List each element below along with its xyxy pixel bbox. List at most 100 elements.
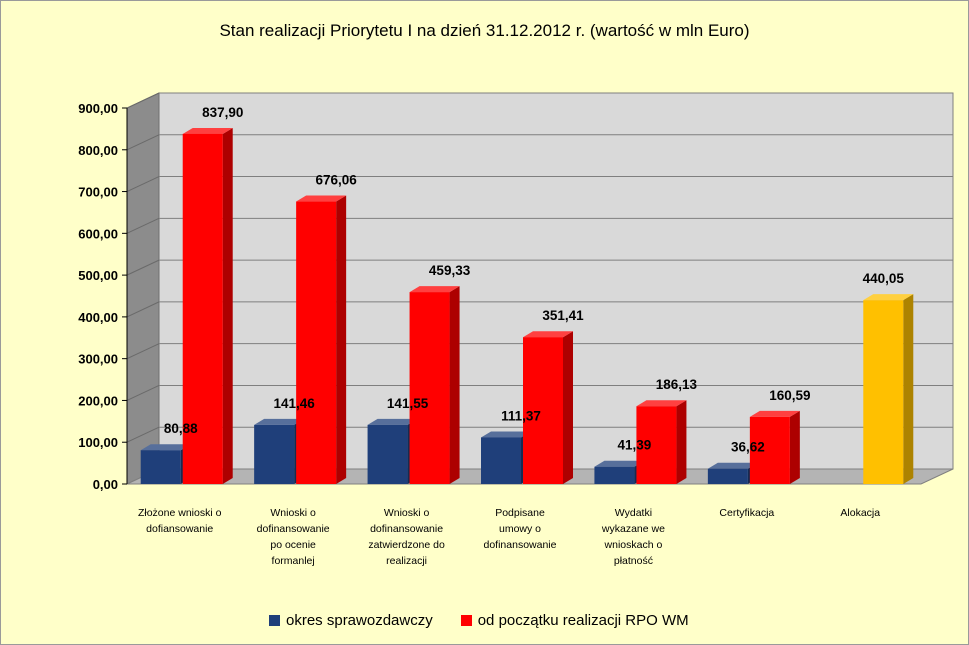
gridline-side — [126, 217, 160, 234]
y-tick-label: 400,00 — [78, 310, 118, 325]
x-category-label: Złożone wnioski o dofiansowanie — [138, 507, 222, 535]
bar-s0-c2-label: 141,55 — [387, 396, 429, 411]
x-category-label: Alokacja — [840, 507, 880, 519]
x-category-line: dofinansowanie — [257, 523, 330, 535]
x-category-line: wnioskach o — [604, 539, 663, 551]
bar-s0-c5-label: 36,62 — [731, 440, 765, 455]
y-tick-label: 300,00 — [78, 352, 118, 367]
y-tick-label: 600,00 — [78, 226, 118, 241]
x-category-line: Certyfikacja — [719, 507, 774, 519]
bar-s0-c0-top — [140, 444, 191, 451]
bar-s1-c2-label: 459,33 — [429, 263, 471, 278]
legend-swatch-cumulative — [460, 614, 472, 626]
bar-s0-c3 — [481, 437, 521, 484]
x-category-line: Złożone wnioski o — [138, 507, 222, 519]
bar-extra-0 — [863, 300, 904, 484]
bar-s0-c1-top — [254, 418, 305, 425]
y-tick-label: 500,00 — [78, 268, 118, 283]
bar-s1-c0-label: 837,90 — [202, 105, 243, 120]
gridline-side — [126, 92, 160, 109]
y-tick-label: 200,00 — [78, 393, 118, 408]
bar-s1-c0-side — [222, 127, 233, 484]
bar-s1-c1-side — [336, 195, 347, 484]
bar-s0-c4-top — [594, 460, 645, 467]
chart-legend: okres sprawozdawczy od początku realizac… — [269, 609, 689, 631]
x-category-line: dofinansowanie — [370, 523, 443, 535]
legend-label-period: okres sprawozdawczy — [286, 611, 433, 629]
bar-s1-c0 — [182, 133, 223, 484]
x-category-line: Wnioski o — [384, 507, 430, 519]
legend-item-cumulative: od początku realizacji RPO WM — [460, 611, 689, 629]
bar-extra-0-label: 440,05 — [863, 271, 905, 286]
bar-s0-c4-label: 41,39 — [618, 438, 652, 453]
bar-s1-c4 — [636, 406, 677, 484]
legend-swatch-period — [269, 614, 280, 626]
bar-s1-c5-label: 160,59 — [769, 388, 810, 403]
x-category-label: Wydatki wykazane we wnioskach o płatność — [601, 507, 665, 567]
x-category-line: po ocenie — [270, 539, 316, 551]
x-category-line: Alokacja — [840, 507, 880, 519]
bar-s1-c3-label: 351,41 — [542, 308, 584, 323]
x-category-label: Certyfikacja — [719, 507, 774, 519]
chart-title: Stan realizacji Priorytetu I na dzień 31… — [219, 21, 750, 40]
legend-label-cumulative: od początku realizacji RPO WM — [477, 611, 689, 629]
bar-s1-c5-side — [789, 410, 800, 484]
bar-s0-c5-top — [707, 462, 758, 469]
x-category-line: Wydatki — [615, 507, 652, 519]
bar-s1-c3-side — [563, 331, 573, 484]
x-category-line: Podpisane — [495, 507, 545, 519]
bar-s1-c3 — [523, 337, 563, 484]
y-tick-label: 800,00 — [78, 143, 118, 158]
bar-s0-c2-top — [367, 418, 418, 425]
bar-s1-c4-label: 186,13 — [656, 377, 698, 392]
plot-side-wall — [126, 92, 160, 485]
bar-s0-c1 — [254, 424, 295, 484]
bar-extra-0-side — [903, 294, 914, 484]
bar-s0-c2 — [367, 424, 408, 484]
bar-s1-c1 — [296, 201, 337, 484]
bar-s1-c2 — [409, 292, 450, 484]
gridline-side — [126, 426, 160, 443]
x-category-line: dofinansowanie — [484, 539, 557, 551]
x-category-line: dofiansowanie — [146, 523, 213, 535]
y-tick-label: 900,00 — [78, 101, 118, 116]
gridline-side — [126, 259, 160, 276]
legend-item-period: okres sprawozdawczy — [269, 612, 433, 629]
x-category-line: płatność — [614, 555, 653, 567]
gridline-side — [126, 343, 160, 360]
x-category-line: formanlej — [272, 555, 315, 567]
bar-s1-c0-top — [182, 127, 233, 134]
x-category-line: zatwierdzone do — [368, 539, 445, 551]
y-tick-label: 100,00 — [78, 435, 118, 450]
x-category-line: umowy o — [499, 523, 541, 535]
x-category-line: Wnioski o — [270, 507, 316, 519]
x-category-line: wykazane we — [601, 523, 665, 535]
bar-s0-c3-top — [481, 431, 531, 438]
bar-s0-c0-label: 80,88 — [164, 421, 198, 436]
bar-s1-c2-top — [409, 286, 460, 293]
bar-s1-c1-top — [296, 195, 347, 202]
gridline-side — [126, 384, 160, 401]
bar-s1-c4-side — [676, 400, 687, 484]
x-category-line: realizacji — [386, 555, 427, 567]
bar-s1-c1-label: 676,06 — [315, 173, 357, 188]
gridline-side — [126, 176, 160, 193]
x-category-label: Podpisane umowy o dofinansowanie — [484, 507, 557, 551]
bar-s0-c1-label: 141,46 — [273, 396, 315, 411]
gridline-side — [126, 134, 160, 151]
bar-s0-c0 — [140, 450, 181, 484]
bar-s1-c3-top — [523, 331, 573, 338]
bar-s0-c4 — [594, 466, 635, 484]
x-category-label: Wnioski o dofinansowanie zatwierdzone do re… — [368, 507, 445, 567]
bar-s1-c4-top — [636, 400, 687, 407]
bar-s1-c5 — [749, 416, 790, 484]
x-category-label: Wnioski o dofinansowanie po ocenie formanle… — [257, 507, 330, 567]
bar-s1-c2-side — [449, 286, 460, 484]
bar-s0-c3-label: 111,37 — [501, 408, 541, 423]
gridline-side — [126, 301, 160, 318]
bar-extra-0-top — [863, 294, 914, 301]
y-tick-label: 0,00 — [93, 477, 118, 492]
y-tick-label: 700,00 — [78, 185, 118, 200]
